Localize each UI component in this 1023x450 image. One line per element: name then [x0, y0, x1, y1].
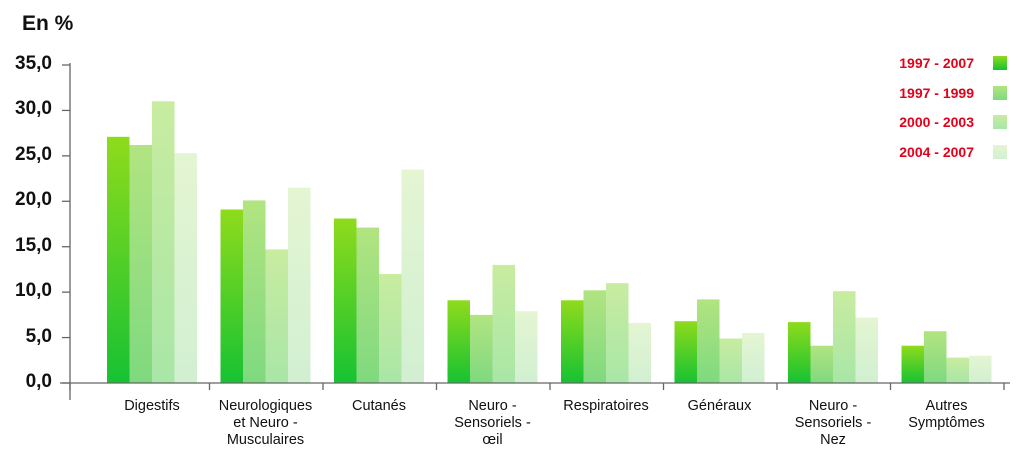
x-category-label-line: et Neuro - [233, 415, 298, 431]
x-category-label: Neuro - Sensoriels - Nez [771, 398, 895, 449]
x-category-label: Digestifs [90, 398, 214, 415]
bar-1-series-2 [129, 145, 152, 383]
x-category-label-line: Neurologiques [218, 398, 313, 414]
x-category-label-line: Sensoriels - [454, 415, 531, 431]
bar-7-series-1 [788, 322, 811, 383]
bar-5-series-4 [628, 323, 651, 383]
bar-3-series-1 [334, 218, 357, 383]
bar-1-series-3 [152, 101, 175, 384]
bar-8-series-4 [969, 355, 992, 383]
bar-2-series-3 [265, 249, 288, 383]
bar-8-series-2 [924, 331, 947, 383]
x-category-label-line: Neuro - [468, 398, 517, 414]
bar-1-series-4 [174, 153, 197, 383]
bar-6-series-3 [719, 338, 742, 383]
bar-4-series-4 [515, 311, 538, 383]
y-axis-unit-label: En % [22, 12, 74, 35]
bar-5-series-1 [561, 300, 584, 383]
y-tick-label: 15,0 [15, 234, 52, 256]
x-category-label-line: Digestifs [124, 398, 180, 414]
bar-8-series-3 [946, 357, 969, 383]
x-category-label-line: Nez [820, 432, 846, 448]
bar-6-series-4 [742, 333, 765, 383]
y-tick-label: 35,0 [15, 53, 52, 74]
bar-4-series-1 [447, 300, 470, 383]
bar-1-series-1 [107, 136, 130, 383]
bar-2-series-2 [243, 200, 266, 383]
x-category-label: Respiratoires [544, 398, 668, 415]
x-category-label: Généraux [658, 398, 782, 415]
x-category-label-line: Sensoriels - [794, 415, 872, 431]
bar-3-series-3 [379, 274, 402, 383]
bar-6-series-2 [697, 299, 720, 383]
bar-8-series-1 [901, 345, 924, 383]
bar-7-series-4 [855, 317, 878, 383]
x-category-label: Neurologiques et Neuro - Musculaires [204, 398, 328, 449]
legend-label: 2004 - 2007 [899, 143, 974, 160]
legend-swatch [993, 85, 1007, 100]
x-category-label-line: Neuro - [808, 398, 858, 414]
y-tick-label: 30,0 [15, 98, 52, 120]
bar-3-series-2 [356, 227, 379, 383]
bar-2-series-1 [220, 209, 243, 383]
y-tick-label: 0,0 [25, 371, 52, 392]
x-category-label: Autres Symptômes [885, 398, 1009, 432]
x-category-label-line: Symptômes [908, 415, 985, 431]
bar-7-series-2 [810, 345, 833, 383]
x-category-label: Neuro - Sensoriels - œil [431, 398, 555, 449]
legend-swatch [993, 144, 1007, 159]
bar-7-series-3 [833, 291, 856, 383]
legend-swatch [993, 115, 1007, 129]
x-category-label-line: Musculaires [226, 432, 305, 448]
legend-label: 1997 - 2007 [899, 55, 974, 71]
x-category-label-line: Respiratoires [563, 398, 649, 414]
y-tick-label: 10,0 [15, 280, 52, 302]
x-category-label-line: Généraux [687, 398, 752, 414]
legend-swatch [993, 56, 1007, 70]
x-category-label-line: œil [482, 432, 503, 448]
y-tick-label: 20,0 [15, 189, 52, 211]
y-tick-label: 5,0 [25, 325, 52, 347]
x-category-label: Cutanés [317, 398, 441, 415]
bar-4-series-2 [470, 314, 493, 383]
x-category-label-line: Cutanés [351, 398, 406, 414]
bar-2-series-4 [288, 187, 311, 383]
y-tick-label: 25,0 [15, 143, 52, 165]
legend-label: 2000 - 2003 [899, 114, 974, 130]
bar-5-series-2 [583, 290, 606, 383]
bar-5-series-3 [606, 283, 629, 383]
legend-label: 1997 - 1999 [899, 84, 974, 101]
x-category-label-line: Autres [925, 398, 968, 414]
bar-4-series-3 [492, 264, 515, 383]
bar-3-series-4 [401, 169, 424, 383]
bar-6-series-1 [674, 321, 697, 383]
